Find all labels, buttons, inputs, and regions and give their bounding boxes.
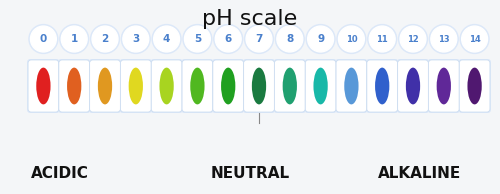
FancyBboxPatch shape bbox=[27, 59, 60, 113]
FancyBboxPatch shape bbox=[182, 60, 212, 112]
Text: 7: 7 bbox=[256, 34, 262, 44]
Text: 1: 1 bbox=[70, 34, 78, 44]
FancyBboxPatch shape bbox=[366, 59, 398, 113]
Circle shape bbox=[60, 25, 88, 53]
Text: 2: 2 bbox=[102, 34, 108, 44]
FancyBboxPatch shape bbox=[304, 59, 337, 113]
Ellipse shape bbox=[314, 68, 328, 104]
Circle shape bbox=[398, 25, 428, 53]
Circle shape bbox=[337, 25, 366, 53]
Circle shape bbox=[462, 26, 487, 52]
FancyBboxPatch shape bbox=[274, 59, 306, 113]
Circle shape bbox=[90, 25, 120, 53]
Text: 13: 13 bbox=[438, 35, 450, 43]
FancyBboxPatch shape bbox=[460, 60, 490, 112]
Circle shape bbox=[184, 26, 210, 52]
Text: 3: 3 bbox=[132, 34, 140, 44]
Text: 10: 10 bbox=[346, 35, 357, 43]
Text: ALKALINE: ALKALINE bbox=[378, 166, 462, 182]
Circle shape bbox=[276, 25, 304, 53]
Circle shape bbox=[308, 26, 334, 52]
FancyBboxPatch shape bbox=[428, 60, 459, 112]
FancyBboxPatch shape bbox=[90, 60, 120, 112]
Ellipse shape bbox=[282, 68, 297, 104]
Circle shape bbox=[306, 25, 335, 53]
Text: 9: 9 bbox=[317, 34, 324, 44]
FancyBboxPatch shape bbox=[212, 59, 244, 113]
Text: 11: 11 bbox=[376, 35, 388, 43]
Circle shape bbox=[216, 26, 241, 52]
FancyBboxPatch shape bbox=[213, 60, 244, 112]
FancyBboxPatch shape bbox=[88, 59, 122, 113]
Circle shape bbox=[246, 26, 272, 52]
FancyBboxPatch shape bbox=[428, 59, 460, 113]
FancyBboxPatch shape bbox=[336, 60, 366, 112]
FancyBboxPatch shape bbox=[274, 60, 305, 112]
FancyBboxPatch shape bbox=[150, 59, 183, 113]
FancyBboxPatch shape bbox=[244, 60, 274, 112]
Circle shape bbox=[154, 26, 180, 52]
Circle shape bbox=[183, 25, 212, 53]
Text: NEUTRAL: NEUTRAL bbox=[210, 166, 290, 182]
FancyBboxPatch shape bbox=[458, 59, 491, 113]
FancyBboxPatch shape bbox=[120, 60, 151, 112]
Text: 6: 6 bbox=[224, 34, 232, 44]
Ellipse shape bbox=[160, 68, 173, 104]
Ellipse shape bbox=[436, 68, 451, 104]
Circle shape bbox=[152, 25, 181, 53]
Ellipse shape bbox=[252, 68, 266, 104]
FancyBboxPatch shape bbox=[28, 60, 58, 112]
Circle shape bbox=[29, 25, 58, 53]
Ellipse shape bbox=[406, 68, 420, 104]
Circle shape bbox=[338, 26, 364, 52]
Ellipse shape bbox=[344, 68, 358, 104]
Text: 0: 0 bbox=[40, 34, 47, 44]
FancyBboxPatch shape bbox=[396, 59, 430, 113]
Circle shape bbox=[430, 25, 458, 53]
Ellipse shape bbox=[221, 68, 236, 104]
Ellipse shape bbox=[67, 68, 82, 104]
FancyBboxPatch shape bbox=[58, 59, 90, 113]
FancyBboxPatch shape bbox=[181, 59, 214, 113]
Circle shape bbox=[368, 25, 396, 53]
FancyBboxPatch shape bbox=[242, 59, 276, 113]
Text: 14: 14 bbox=[468, 35, 480, 43]
Text: pH scale: pH scale bbox=[202, 9, 298, 29]
Text: 8: 8 bbox=[286, 34, 294, 44]
Text: 4: 4 bbox=[163, 34, 170, 44]
Circle shape bbox=[122, 25, 150, 53]
Circle shape bbox=[277, 26, 302, 52]
FancyBboxPatch shape bbox=[306, 60, 336, 112]
Circle shape bbox=[400, 26, 426, 52]
FancyBboxPatch shape bbox=[335, 59, 368, 113]
FancyBboxPatch shape bbox=[152, 60, 182, 112]
Circle shape bbox=[370, 26, 395, 52]
Ellipse shape bbox=[98, 68, 112, 104]
Circle shape bbox=[431, 26, 456, 52]
Ellipse shape bbox=[468, 68, 481, 104]
Text: 5: 5 bbox=[194, 34, 201, 44]
Ellipse shape bbox=[128, 68, 143, 104]
Text: ACIDIC: ACIDIC bbox=[31, 166, 89, 182]
FancyBboxPatch shape bbox=[367, 60, 398, 112]
Ellipse shape bbox=[375, 68, 390, 104]
Circle shape bbox=[214, 25, 242, 53]
Circle shape bbox=[92, 26, 118, 52]
FancyBboxPatch shape bbox=[59, 60, 90, 112]
Circle shape bbox=[62, 26, 87, 52]
FancyBboxPatch shape bbox=[398, 60, 428, 112]
Ellipse shape bbox=[190, 68, 204, 104]
FancyBboxPatch shape bbox=[120, 59, 152, 113]
Text: 12: 12 bbox=[407, 35, 419, 43]
Circle shape bbox=[30, 26, 56, 52]
Circle shape bbox=[123, 26, 148, 52]
Ellipse shape bbox=[36, 68, 51, 104]
Circle shape bbox=[244, 25, 274, 53]
Circle shape bbox=[460, 25, 489, 53]
